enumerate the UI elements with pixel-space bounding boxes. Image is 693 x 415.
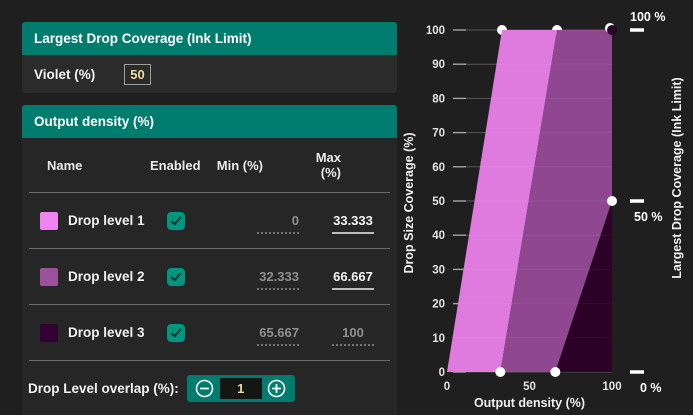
output-density-panel-header: Output density (%) (22, 105, 397, 138)
svg-text:50: 50 (432, 196, 445, 208)
drop-level-3-name: Drop level 3 (68, 325, 145, 340)
output-density-panel-body: Name Enabled Min (%) Max (%) Drop level … (22, 138, 397, 415)
svg-text:100: 100 (602, 381, 621, 393)
ink-limit-panel-body: Violet (%) (22, 55, 397, 93)
svg-text:100: 100 (426, 25, 445, 37)
column-header-max: Max (%) (315, 150, 341, 180)
drop-level-overlap-label: Drop Level overlap (%): (28, 380, 179, 396)
drop-level-1-color-swatch (40, 211, 58, 230)
svg-text:90: 90 (432, 59, 445, 71)
checkmark-icon (170, 216, 182, 225)
column-header-min: Min (%) (216, 157, 263, 173)
drop-level-3-max-field: 100 (332, 325, 374, 346)
overlap-decrement-button[interactable] (190, 378, 220, 399)
drop-level-3-min-field: 65.667 (257, 325, 299, 346)
svg-text:50 %: 50 % (634, 210, 663, 224)
svg-text:100 %: 100 % (630, 10, 665, 24)
svg-text:0: 0 (444, 381, 450, 393)
drop-level-2-max-field[interactable]: 66.667 (332, 269, 374, 290)
drop-level-2-name: Drop level 2 (68, 269, 145, 284)
column-header-name: Name (47, 157, 83, 173)
overlap-stepper: 1 (186, 374, 295, 402)
drop-level-1-enabled-checkbox[interactable] (167, 211, 185, 230)
ink-limit-panel-title: Largest Drop Coverage (Ink Limit) (34, 31, 252, 46)
table-row-drop-level-1: Drop level 1 0 33.333 (22, 193, 397, 248)
divider (29, 360, 390, 361)
chart-grid-overlay (447, 29, 612, 373)
chart-markers[interactable] (495, 23, 617, 377)
drop-level-2-min-field: 32.333 (257, 269, 299, 290)
output-density-panel: Output density (%) Name Enabled Min (%) … (22, 105, 397, 415)
plus-circle-icon (267, 379, 286, 397)
violet-percent-label: Violet (%) (34, 66, 96, 82)
drop-level-1-max-field[interactable]: 33.333 (332, 213, 374, 234)
drop-level-3-enabled-checkbox[interactable] (167, 323, 185, 342)
column-header-enabled: Enabled (150, 157, 201, 173)
svg-text:60: 60 (432, 162, 445, 174)
y-axis-title: Drop Size Coverage (%) (402, 132, 416, 273)
svg-text:10: 10 (432, 333, 445, 345)
chart-tick-labels: 0 10 20 30 40 50 60 70 80 90 100 0 50 100 (426, 25, 622, 393)
table-row-drop-level-3: Drop level 3 65.667 100 (22, 305, 397, 360)
drop-level-1-min-field: 0 (257, 213, 299, 234)
drop-level-2-enabled-checkbox[interactable] (167, 267, 185, 286)
svg-text:80: 80 (432, 93, 445, 105)
minus-circle-icon (195, 379, 214, 397)
checkmark-icon (170, 272, 182, 281)
table-header-row: Name Enabled Min (%) Max (%) (22, 138, 397, 192)
table-row-drop-level-2: Drop level 2 32.333 66.667 (22, 249, 397, 304)
drop-level-3-color-swatch (40, 323, 58, 342)
drop-coverage-chart: 0 10 20 30 40 50 60 70 80 90 100 0 50 100 100 % 50 % 0 … (402, 10, 684, 410)
svg-text:20: 20 (432, 299, 445, 311)
settings-column: Largest Drop Coverage (Ink Limit) Violet… (22, 22, 397, 415)
chart-area-series (447, 30, 612, 372)
svg-text:50: 50 (523, 381, 536, 393)
svg-text:30: 30 (432, 264, 445, 276)
y2-axis-title: Largest Drop Coverage (Ink Limit) (670, 77, 684, 278)
divider (29, 304, 390, 305)
divider (29, 248, 390, 249)
overlap-increment-button[interactable] (262, 378, 292, 399)
drop-level-overlap-row: Drop Level overlap (%): 1 (22, 361, 397, 415)
svg-text:0 %: 0 % (640, 381, 662, 395)
overlap-value[interactable]: 1 (219, 377, 262, 399)
x-axis-title: Output density (%) (474, 396, 585, 410)
svg-text:70: 70 (432, 128, 445, 140)
ink-limit-axis-handles[interactable]: 100 % 50 % 0 % (630, 10, 665, 395)
drop-level-2-color-swatch (40, 267, 58, 286)
ink-limit-panel-header: Largest Drop Coverage (Ink Limit) (22, 22, 397, 55)
drop-level-1-name: Drop level 1 (68, 213, 145, 228)
divider (29, 192, 390, 193)
checkmark-icon (170, 328, 182, 337)
svg-text:40: 40 (432, 230, 445, 242)
violet-percent-input[interactable] (124, 63, 151, 85)
output-density-panel-title: Output density (%) (34, 114, 154, 129)
svg-text:0: 0 (439, 367, 445, 379)
